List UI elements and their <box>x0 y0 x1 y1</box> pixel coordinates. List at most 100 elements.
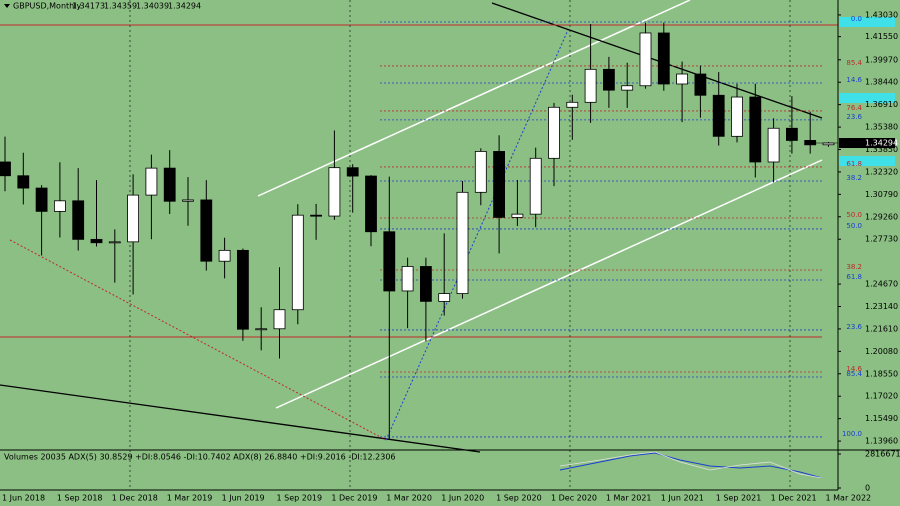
candle-body <box>694 73 707 96</box>
price-marker <box>839 17 895 27</box>
fib-label: 50.0 <box>846 211 862 219</box>
y-tick-label: 1.21610 <box>865 324 898 333</box>
candle-body <box>17 175 30 189</box>
candle-body <box>548 106 560 159</box>
candle-body <box>0 161 11 177</box>
x-tick-label: 1 Mar 2019 <box>167 494 213 503</box>
fib-label: 61.8 <box>846 273 862 281</box>
candle-body <box>145 167 158 196</box>
fib-label: 76.4 <box>846 104 862 112</box>
x-tick-label: 1 Mar 2021 <box>606 494 652 503</box>
x-tick-label: 1 Dec 2019 <box>331 494 377 503</box>
candle-body <box>419 266 432 302</box>
y-tick-label: 1.38440 <box>865 78 898 87</box>
candle-body <box>291 214 304 311</box>
candle-body <box>218 249 231 262</box>
candle-body <box>493 151 506 218</box>
y-tick-label: 1.15490 <box>865 414 898 423</box>
x-tick-label: 1 Sep 2021 <box>716 494 762 503</box>
candle-body <box>383 231 396 292</box>
ohlc-low: 1.34039 <box>136 2 169 11</box>
pane-tick-label: 0 <box>865 484 870 493</box>
x-tick-label: 1 Mar 2022 <box>826 494 872 503</box>
candle-body <box>584 68 597 103</box>
y-tick-label: 1.41550 <box>865 32 898 41</box>
trend-line <box>0 384 481 453</box>
x-tick-label: 1 Sep 2019 <box>277 494 323 503</box>
candle-body <box>127 194 139 243</box>
fib-line <box>9 239 387 441</box>
fib-label: 100.0 <box>842 430 862 438</box>
x-tick-label: 1 Dec 2021 <box>771 494 817 503</box>
x-tick-label: 1 Jun 2020 <box>441 494 484 503</box>
ohlc-high: 1.34359 <box>104 2 137 11</box>
y-tick-label: 1.18550 <box>865 369 898 378</box>
candle-body <box>365 175 377 233</box>
chart-title: GBPUSD,Monthly <box>13 2 81 11</box>
candle-body <box>511 213 524 218</box>
candle-body <box>639 32 652 87</box>
candle-body <box>786 127 798 141</box>
x-tick-label: 1 Dec 2018 <box>112 494 158 503</box>
candle-body <box>438 293 451 302</box>
x-tick-label: 1 Mar 2020 <box>386 494 432 503</box>
y-tick-label: 1.20080 <box>865 347 898 356</box>
pane-tick-label: 2816671 <box>865 450 900 459</box>
x-tick-label: 1 Jun 2018 <box>2 494 45 503</box>
fib-label: 38.2 <box>846 263 862 271</box>
fib-label: 14.6 <box>846 76 862 84</box>
candle-body <box>328 167 341 217</box>
menu-arrow <box>4 4 10 8</box>
candle-body <box>657 32 670 85</box>
y-tick-label: 1.24670 <box>865 280 898 289</box>
candle-body <box>255 328 268 331</box>
candle-body <box>35 187 48 212</box>
y-tick-label: 1.27730 <box>865 235 898 244</box>
y-tick-label: 1.43030 <box>865 10 898 19</box>
ohlc-open: 1.34173 <box>72 2 105 11</box>
candle-body <box>474 151 487 193</box>
y-tick-label: 1.32320 <box>865 167 898 176</box>
candle-body <box>676 73 688 85</box>
candle-body <box>456 191 469 294</box>
trend-line <box>491 2 823 119</box>
price-box-label: 1.34294 <box>865 139 898 148</box>
y-tick-label: 1.30790 <box>865 190 898 199</box>
candle-body <box>72 200 85 240</box>
fib-label: 14.6 <box>846 365 862 373</box>
candle-body <box>767 127 780 163</box>
y-tick-label: 1.36910 <box>865 100 898 109</box>
candle-body <box>310 214 323 217</box>
candle-body <box>90 238 103 244</box>
x-tick-label: 1 Jun 2021 <box>661 494 704 503</box>
candle-body <box>401 266 414 292</box>
fib-label: 0.0 <box>851 15 862 23</box>
candle-body <box>273 309 286 330</box>
candle-body <box>182 199 194 202</box>
y-tick-label: 1.29260 <box>865 212 898 221</box>
price-box <box>839 138 895 149</box>
candle-body <box>108 241 121 244</box>
candle-body <box>621 85 634 91</box>
x-tick-label: 1 Jun 2019 <box>222 494 265 503</box>
fib-label: 85.4 <box>846 59 862 67</box>
candle-body <box>749 96 762 163</box>
x-tick-label: 1 Dec 2020 <box>551 494 597 503</box>
y-tick-label: 1.17020 <box>865 392 898 401</box>
candle-body <box>236 249 249 330</box>
x-tick-label: 1 Sep 2020 <box>496 494 542 503</box>
fib-label: 38.2 <box>846 174 862 182</box>
adx-line <box>559 451 823 479</box>
candle-body <box>529 157 542 215</box>
fib-line <box>385 29 569 441</box>
y-tick-label: 1.23140 <box>865 302 898 311</box>
ohlc-close: 1.34294 <box>168 2 201 11</box>
y-tick-label: 1.35380 <box>865 123 898 132</box>
candle-body <box>603 68 615 91</box>
fib-label: 23.6 <box>846 323 862 331</box>
channel-line <box>275 159 823 409</box>
candle-body <box>200 199 213 262</box>
